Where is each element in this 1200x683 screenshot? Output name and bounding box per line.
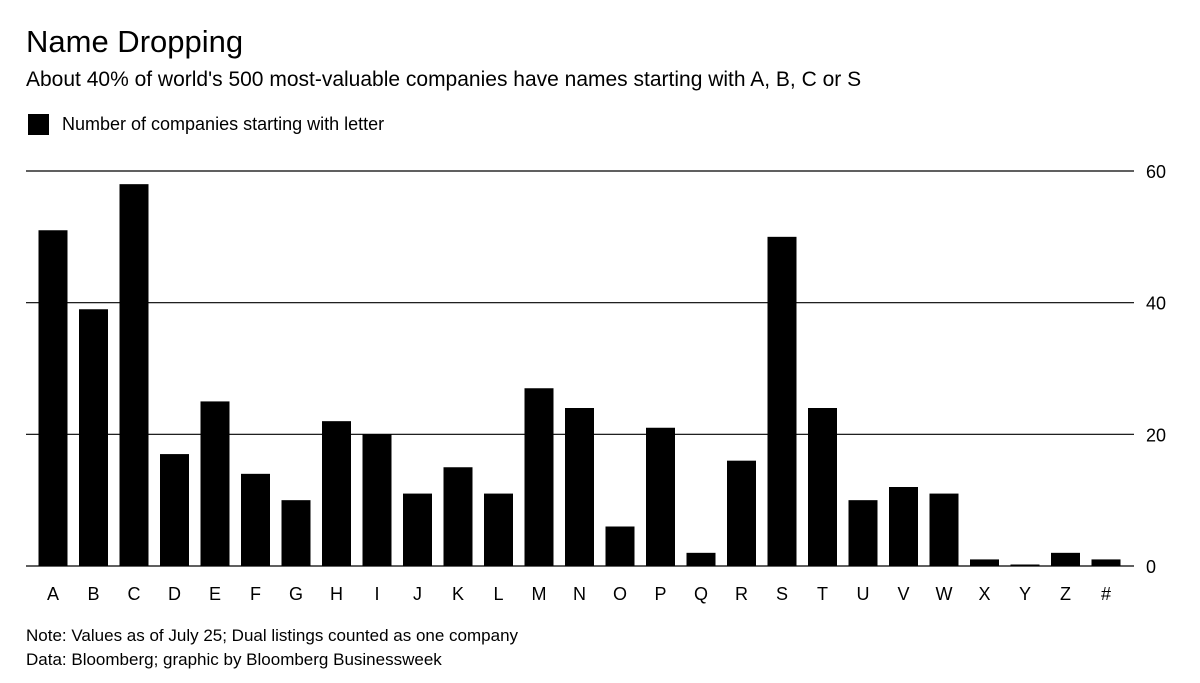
x-tick-label: P bbox=[654, 584, 666, 604]
bar bbox=[281, 500, 311, 566]
bar bbox=[605, 526, 635, 566]
bar bbox=[808, 408, 837, 566]
x-tick-label: N bbox=[573, 584, 586, 604]
bar bbox=[565, 408, 594, 566]
bar bbox=[646, 427, 675, 566]
bar bbox=[160, 454, 189, 566]
bar bbox=[362, 434, 392, 566]
x-tick-label: Y bbox=[1019, 584, 1031, 604]
bar bbox=[241, 473, 270, 566]
bar bbox=[767, 236, 797, 567]
bar bbox=[1010, 564, 1040, 566]
bar bbox=[929, 493, 959, 566]
x-tick-label: Q bbox=[694, 584, 708, 604]
x-tick-label: G bbox=[289, 584, 303, 604]
footnote-source: Data: Bloomberg; graphic by Bloomberg Bu… bbox=[26, 650, 442, 669]
x-tick-label: F bbox=[250, 584, 261, 604]
bars bbox=[38, 184, 1121, 567]
x-tick-label: M bbox=[532, 584, 547, 604]
legend-swatch bbox=[28, 113, 49, 135]
bar bbox=[524, 388, 554, 566]
x-tick-label: J bbox=[413, 584, 422, 604]
bar bbox=[727, 460, 756, 566]
legend: Number of companies starting with letter bbox=[28, 112, 384, 136]
chart-title: Name Dropping bbox=[26, 24, 244, 59]
x-tick-label: L bbox=[493, 584, 503, 604]
bar bbox=[443, 467, 473, 566]
bar bbox=[119, 184, 149, 566]
x-tick-label: H bbox=[330, 584, 343, 604]
bar bbox=[200, 401, 230, 566]
x-tick-label: W bbox=[936, 584, 953, 604]
bar bbox=[1051, 552, 1080, 566]
footnote-note: Note: Values as of July 25; Dual listing… bbox=[26, 626, 519, 645]
y-tick-label: 60 bbox=[1146, 162, 1166, 182]
x-tick-label: K bbox=[452, 584, 464, 604]
x-tick-label: V bbox=[897, 584, 909, 604]
x-tick-label: E bbox=[209, 584, 221, 604]
x-tick-label: C bbox=[128, 584, 141, 604]
bar bbox=[484, 493, 513, 566]
x-tick-label: R bbox=[735, 584, 748, 604]
bar bbox=[848, 500, 878, 566]
bar bbox=[38, 230, 68, 566]
y-tick-label: 0 bbox=[1146, 557, 1156, 577]
x-tick-label: # bbox=[1101, 584, 1111, 604]
bar bbox=[970, 559, 999, 566]
x-tick-label: D bbox=[168, 584, 181, 604]
bar bbox=[79, 309, 108, 566]
x-tick-label: B bbox=[87, 584, 99, 604]
y-axis-tick-labels: 0 20 40 60 bbox=[1146, 162, 1166, 577]
chart-subtitle: About 40% of world's 500 most-valuable c… bbox=[26, 68, 862, 91]
bar bbox=[1091, 559, 1121, 566]
bar bbox=[889, 487, 918, 566]
y-tick-label: 40 bbox=[1146, 294, 1166, 314]
x-tick-label: Z bbox=[1060, 584, 1071, 604]
bar bbox=[322, 421, 351, 566]
x-tick-label: T bbox=[817, 584, 828, 604]
x-tick-label: U bbox=[857, 584, 870, 604]
bar bbox=[686, 552, 716, 566]
x-axis-tick-labels: A B C D E F G H I J K L M N O P Q R S T U V W X Y Z # bbox=[47, 584, 1111, 604]
bar bbox=[403, 493, 432, 566]
x-tick-label: I bbox=[374, 584, 379, 604]
x-tick-label: S bbox=[776, 584, 788, 604]
y-tick-label: 20 bbox=[1146, 425, 1166, 445]
x-tick-label: A bbox=[47, 584, 59, 604]
x-tick-label: O bbox=[613, 584, 627, 604]
legend-label: Number of companies starting with letter bbox=[62, 114, 385, 134]
x-tick-label: X bbox=[978, 584, 990, 604]
